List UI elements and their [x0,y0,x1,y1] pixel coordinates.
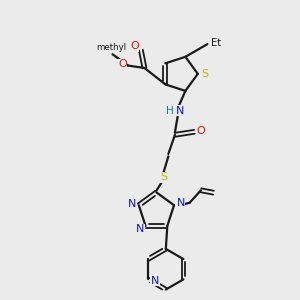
Text: Et: Et [211,38,221,48]
Text: S: S [160,172,167,182]
Text: O: O [118,59,127,69]
Text: N: N [128,199,136,209]
Text: methyl: methyl [96,43,126,52]
Text: O: O [196,126,205,136]
Text: O: O [130,41,139,52]
Text: S: S [201,69,208,79]
Text: N: N [176,198,185,208]
Text: H: H [166,106,174,116]
Text: N: N [176,106,184,116]
Text: N: N [151,276,159,286]
Text: N: N [136,224,144,235]
